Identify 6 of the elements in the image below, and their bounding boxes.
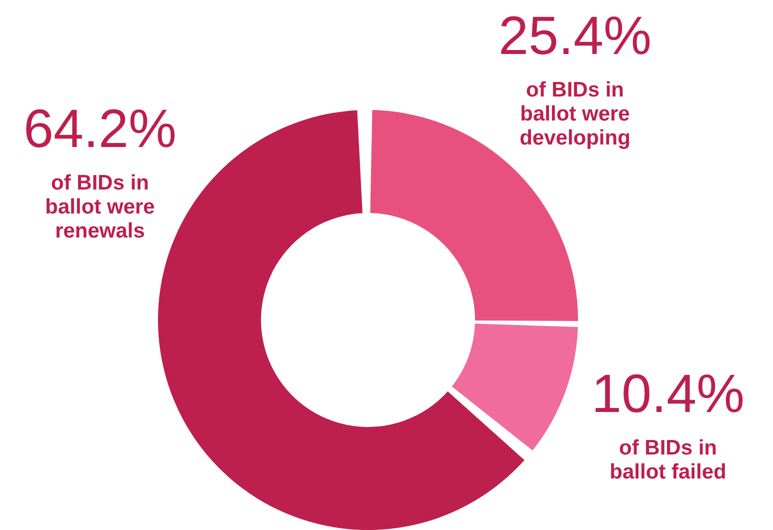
data-label: 10.4% <box>591 364 745 424</box>
slice-label: of BIDs in ballot were renewals <box>45 171 155 242</box>
data-label: 64.2% <box>23 98 177 159</box>
slice-label: of BIDs in ballot were developing <box>520 78 630 150</box>
slice-label: of BIDs in ballot failed <box>610 436 726 484</box>
data-label: 25.4% <box>498 6 652 66</box>
